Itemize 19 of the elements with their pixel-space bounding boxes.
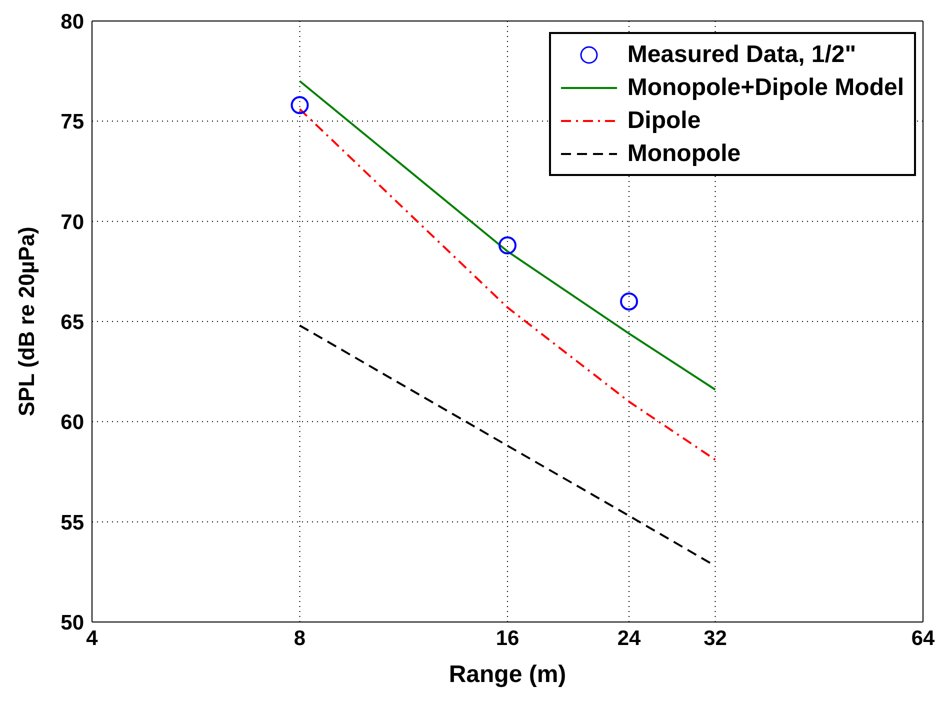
y-tick-label: 75	[60, 110, 84, 134]
y-tick-label: 70	[60, 210, 84, 234]
legend-label: Monopole	[627, 140, 741, 168]
x-tick-label: 8	[294, 626, 306, 650]
y-tick-label: 65	[60, 310, 84, 334]
y-tick-label: 60	[60, 411, 84, 434]
y-axis-title: SPL (dB re 20µPa)	[14, 226, 39, 416]
x-axis-title: Range (m)	[448, 661, 566, 688]
x-tick-label: 32	[704, 626, 727, 650]
y-tick-label: 80	[60, 10, 84, 34]
legend-label: Monopole+Dipole Model	[627, 74, 904, 102]
x-tick-label: 4	[86, 626, 98, 650]
x-tick-label: 16	[496, 626, 520, 650]
y-tick-label: 55	[60, 511, 84, 534]
y-tick-label: 50	[60, 611, 84, 634]
x-tick-label: 24	[617, 626, 642, 650]
x-tick-label: 64	[911, 626, 935, 650]
legend-label: Dipole	[627, 106, 701, 134]
legend-label: Measured Data, 1/2"	[627, 40, 856, 68]
